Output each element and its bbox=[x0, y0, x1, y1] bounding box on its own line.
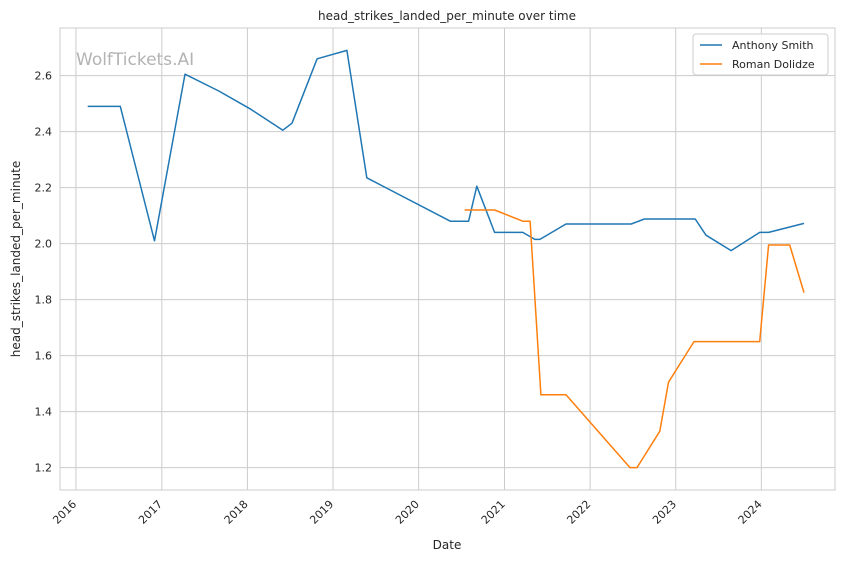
legend-box bbox=[692, 33, 829, 76]
gridlines bbox=[60, 28, 835, 490]
y-tick-label-2-2: 2.2 bbox=[35, 182, 53, 195]
series-line-roman-dolidze bbox=[464, 209, 805, 469]
y-tick-label-2-6: 2.6 bbox=[35, 70, 53, 83]
y-tick-label-2-0: 2.0 bbox=[35, 238, 53, 251]
watermark: WolfTickets.AI bbox=[76, 50, 194, 70]
y-axis-title: head_strikes_landed_per_minute bbox=[9, 161, 23, 358]
chart-title: head_strikes_landed_per_minute over time bbox=[318, 9, 576, 23]
legend-label-roman-dolidze: Roman Dolidze bbox=[732, 58, 815, 71]
y-tick-label-1-6: 1.6 bbox=[35, 350, 53, 363]
y-tick-label-1-8: 1.8 bbox=[35, 294, 53, 307]
legend: Anthony Smith Roman Dolidze bbox=[692, 33, 829, 76]
legend-label-anthony-smith: Anthony Smith bbox=[732, 39, 814, 52]
plot-area-frame bbox=[59, 27, 836, 491]
series-line-anthony-smith bbox=[87, 49, 805, 252]
y-tick-label-1-2: 1.2 bbox=[35, 462, 53, 475]
y-tick-label-2-4: 2.4 bbox=[35, 126, 53, 139]
y-tick-label-1-4: 1.4 bbox=[35, 406, 53, 419]
x-axis-title: Date bbox=[433, 538, 462, 552]
series-layer bbox=[87, 49, 805, 469]
